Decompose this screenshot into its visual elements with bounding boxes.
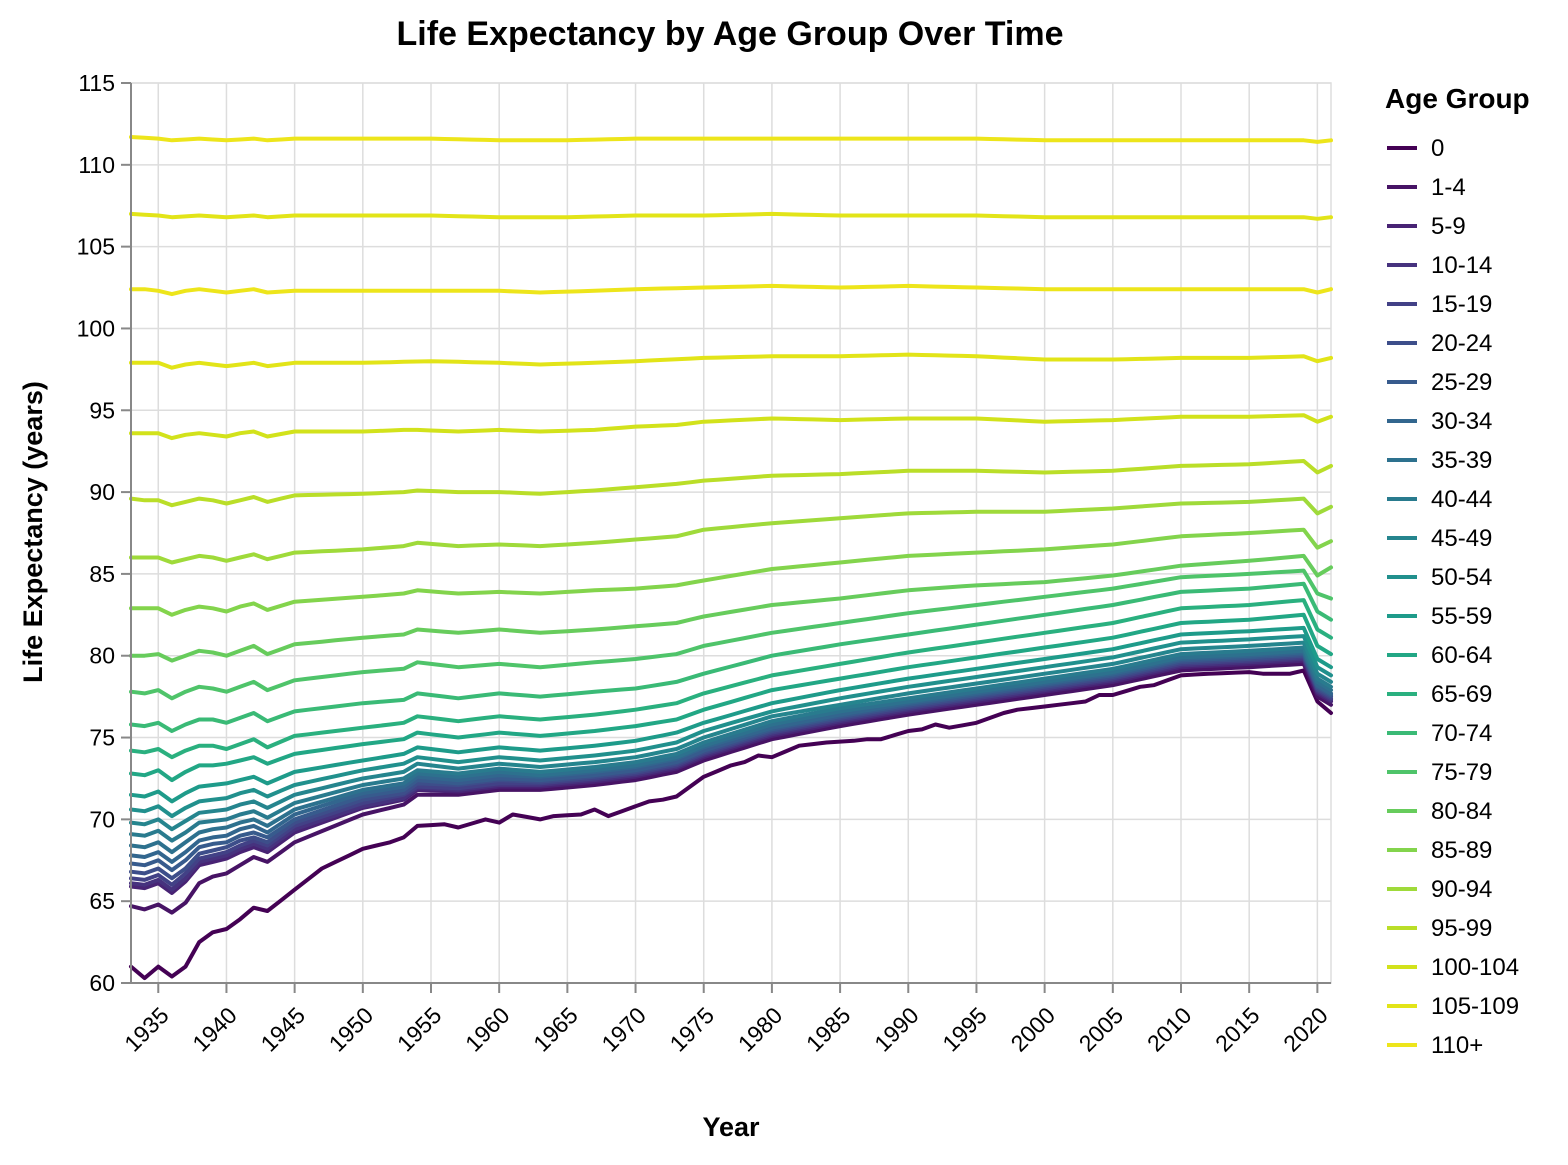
legend-label: 90-94 xyxy=(1431,876,1492,903)
x-tick-label: 1975 xyxy=(665,1002,720,1057)
series-line-55-59 xyxy=(129,625,1333,804)
legend-label: 65-69 xyxy=(1431,681,1492,708)
legend-label: 10-14 xyxy=(1431,252,1492,279)
legend-label: 30-34 xyxy=(1431,408,1492,435)
legend-label: 75-79 xyxy=(1431,759,1492,786)
x-tick-label: 2005 xyxy=(1074,1002,1129,1057)
legend-label: 35-39 xyxy=(1431,447,1492,474)
series-line-90-94 xyxy=(129,496,1333,565)
gridlines xyxy=(130,82,1332,984)
legend-label: 25-29 xyxy=(1431,369,1492,396)
x-tick-label: 1960 xyxy=(460,1002,515,1057)
y-tick-label: 115 xyxy=(78,70,115,96)
y-tick-label: 60 xyxy=(89,970,115,996)
x-tick-label: 2010 xyxy=(1142,1002,1197,1057)
legend-label: 70-74 xyxy=(1431,720,1492,747)
x-tick-label: 1965 xyxy=(528,1002,583,1057)
series-line-60-64 xyxy=(129,612,1333,783)
series-line-65-69 xyxy=(129,598,1333,760)
series-line-top-1 xyxy=(129,211,1333,221)
legend-label: 15-19 xyxy=(1431,291,1492,318)
legend-label: 40-44 xyxy=(1431,486,1492,513)
y-axis-title: Life Expectancy (years) xyxy=(18,381,48,683)
legend-items: 0 1-4 5-9 10-14 15-19 20-24 25-29 30-34 35-39 40-… xyxy=(1387,135,1519,1059)
x-tick-label: 1950 xyxy=(324,1002,379,1057)
y-tick-label: 75 xyxy=(89,725,115,751)
legend-label: 0 xyxy=(1431,135,1444,162)
x-tick-label: 1945 xyxy=(255,1002,310,1057)
series-line-105-109 xyxy=(129,352,1333,370)
x-tick-label: 1995 xyxy=(937,1002,992,1057)
legend-label: 5-9 xyxy=(1431,213,1466,240)
legend-label: 45-49 xyxy=(1431,525,1492,552)
chart-title: Life Expectancy by Age Group Over Time xyxy=(397,15,1064,53)
x-tick-label: 2015 xyxy=(1210,1002,1265,1057)
series-line-1-4 xyxy=(129,661,1333,915)
series-line-100-104 xyxy=(129,413,1333,441)
series-line-85-89 xyxy=(129,527,1333,617)
y-tick-label: 65 xyxy=(89,888,115,914)
y-tick-label: 100 xyxy=(77,315,115,341)
y-tick-label: 105 xyxy=(77,234,115,260)
x-tick-label: 2020 xyxy=(1278,1002,1333,1057)
series-line-50-54 xyxy=(129,634,1333,819)
legend-title: Age Group xyxy=(1385,83,1530,114)
series-line-35-39 xyxy=(129,648,1333,855)
series-line-70-74 xyxy=(129,581,1333,733)
legend-label: 60-64 xyxy=(1431,642,1492,669)
x-tick-label: 1985 xyxy=(801,1002,856,1057)
series-line-80-84 xyxy=(129,553,1333,663)
x-tick-label: 1940 xyxy=(187,1002,242,1057)
y-tick-label: 110 xyxy=(78,152,115,178)
legend-label: 110+ xyxy=(1431,1032,1483,1059)
series-line-10-14 xyxy=(129,657,1333,892)
y-tick-label: 80 xyxy=(89,643,115,669)
y-tick-label: 85 xyxy=(89,561,115,587)
x-tick-label: 1980 xyxy=(733,1002,788,1057)
series-line-110plus xyxy=(129,283,1333,297)
series-line-40-44 xyxy=(129,645,1333,843)
legend-label: 95-99 xyxy=(1431,915,1492,942)
legend-label: 1-4 xyxy=(1431,174,1466,201)
y-tick-label: 90 xyxy=(89,479,115,505)
x-axis-title: Year xyxy=(702,1112,760,1142)
legend: Age Group 0 1-4 5-9 10-14 15-19 20-24 25-29 30-… xyxy=(1385,83,1530,1059)
legend-label: 55-59 xyxy=(1431,603,1492,630)
legend-label: 20-24 xyxy=(1431,330,1492,357)
y-tick-label: 95 xyxy=(89,397,115,423)
series-line-0 xyxy=(129,668,1333,981)
series-lines xyxy=(129,135,1333,981)
legend-label: 50-54 xyxy=(1431,564,1492,591)
series-line-top-2 xyxy=(129,135,1333,144)
x-tick-label: 1990 xyxy=(869,1002,924,1057)
y-tick-label: 70 xyxy=(89,806,115,832)
legend-label: 80-84 xyxy=(1431,798,1492,825)
legend-label: 105-109 xyxy=(1431,993,1519,1020)
legend-label: 100-104 xyxy=(1431,954,1519,981)
x-tick-label: 1955 xyxy=(392,1002,447,1057)
series-line-75-79 xyxy=(129,568,1333,701)
x-tick-label: 1935 xyxy=(119,1002,174,1057)
x-tick-label: 2000 xyxy=(1005,1002,1060,1057)
x-tick-label: 1970 xyxy=(596,1002,651,1057)
series-line-45-49 xyxy=(129,640,1333,832)
series-line-5-9 xyxy=(129,658,1333,895)
legend-label: 85-89 xyxy=(1431,837,1492,864)
series-line-95-99 xyxy=(129,459,1333,508)
